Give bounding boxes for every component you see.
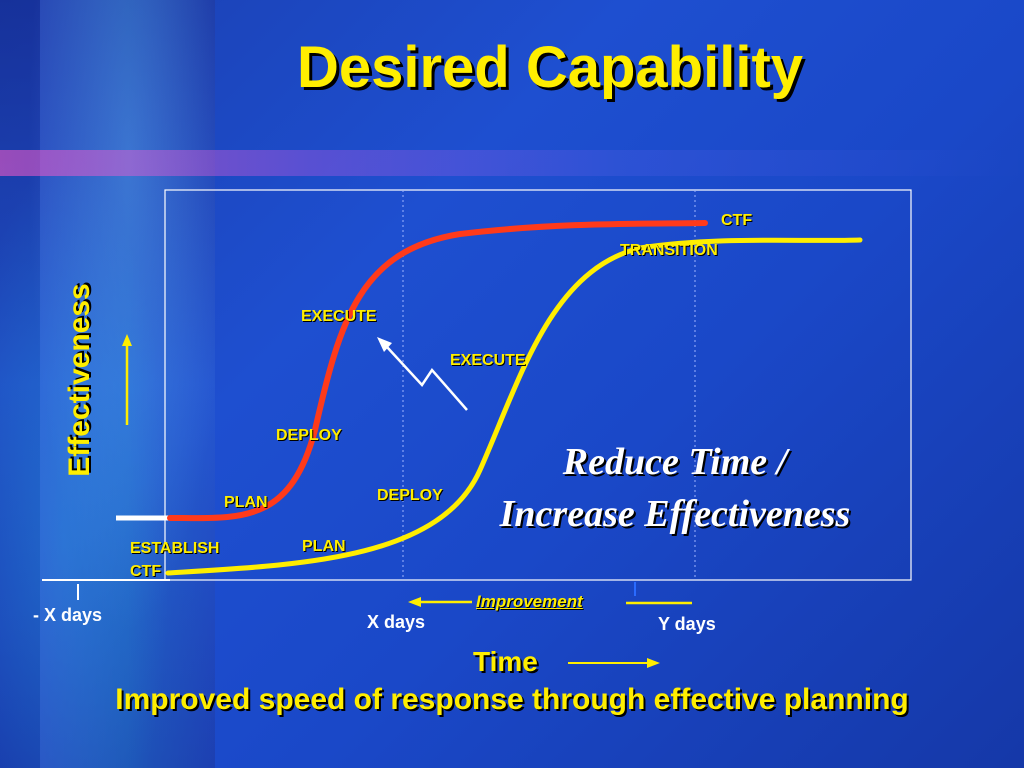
red-execute-label: EXECUTE [301, 308, 377, 325]
time-marker-minus-x: - X days [33, 605, 103, 625]
slide-title: Desired Capability [296, 35, 804, 100]
yellow-capability-curve [165, 237, 863, 576]
yellow-transition-label: TRANSITION [620, 242, 718, 259]
lightning-arrow-head [377, 337, 392, 352]
yellow-execute-label: EXECUTE [450, 352, 526, 369]
time-marker-y: Y days [658, 614, 716, 634]
yellow-plan-label: PLAN [302, 538, 346, 555]
x-axis-label: Time [473, 646, 538, 677]
chart-frame [164, 189, 912, 581]
improvement-label: Improvement [476, 592, 583, 611]
footer-caption: Improved speed of response through effec… [115, 683, 909, 716]
yellow-establish-label: ESTABLISH [130, 540, 220, 557]
improvement-arrow-head [408, 597, 421, 607]
yellow-ctf-label: CTF [130, 563, 162, 580]
red-deploy-label: DEPLOY [276, 427, 342, 444]
red-ctf-label: CTF [721, 212, 753, 229]
center-message-line2: Increase Effectiveness [499, 493, 851, 535]
effectiveness-arrow-head [122, 334, 132, 346]
time-arrow-head [647, 658, 660, 668]
y-axis-label: Effectiveness [63, 283, 96, 477]
red-capability-curve [167, 220, 708, 522]
yellow-deploy-label: DEPLOY [377, 487, 443, 504]
background-texture [0, 0, 215, 768]
center-message: Reduce Time / Increase Effectiveness [455, 436, 895, 540]
decorative-band [0, 150, 1024, 176]
lightning-arrow [386, 346, 468, 411]
red-plan-label: PLAN [224, 494, 268, 511]
center-message-line1: Reduce Time / [562, 441, 788, 483]
y-axis-label-container: Effectiveness [40, 255, 120, 505]
time-marker-x: X days [367, 612, 426, 632]
